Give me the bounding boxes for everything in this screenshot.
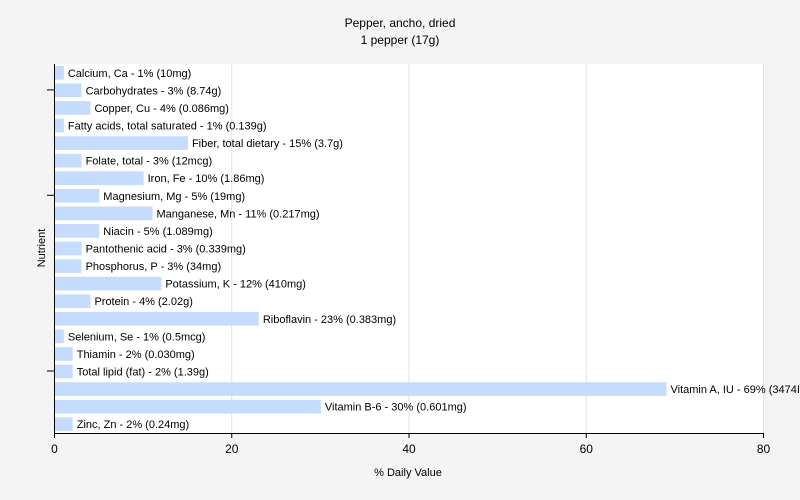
bar-10 — [55, 241, 82, 256]
bar-label-11: Phosphorus, P - 3% (34mg) — [86, 261, 222, 273]
chart-title: Pepper, ancho, dried — [345, 16, 456, 30]
bar-label-13: Protein - 4% (2.02g) — [94, 296, 192, 308]
bar-label-19: Vitamin B-6 - 30% (0.601mg) — [325, 402, 467, 414]
bar-label-4: Fiber, total dietary - 15% (3.7g) — [192, 138, 343, 150]
bar-1 — [55, 83, 82, 98]
bar-18 — [55, 382, 667, 396]
bar-6 — [55, 171, 144, 186]
bar-label-8: Manganese, Mn - 11% (0.217mg) — [156, 208, 319, 220]
bar-label-3: Fatty acids, total saturated - 1% (0.139… — [68, 121, 267, 133]
bar-0 — [55, 65, 64, 80]
bar-label-15: Selenium, Se - 1% (0.5mcg) — [68, 331, 206, 343]
bar-2 — [55, 101, 91, 115]
bar-label-6: Iron, Fe - 10% (1.86mg) — [148, 173, 265, 185]
bar-label-1: Carbohydrates - 3% (8.74g) — [86, 85, 222, 97]
bar-label-10: Pantothenic acid - 3% (0.339mg) — [86, 244, 246, 256]
bar-12 — [55, 276, 162, 291]
bar-15 — [55, 329, 64, 344]
bar-label-18: Vitamin A, IU - 69% (3474IU) — [671, 384, 800, 396]
x-axis-title: % Daily Value — [374, 467, 442, 479]
bar-11 — [55, 259, 82, 273]
bar-9 — [55, 224, 100, 238]
bar-label-20: Zinc, Zn - 2% (0.24mg) — [77, 419, 189, 431]
bar-19 — [55, 399, 321, 414]
bar-14 — [55, 311, 259, 326]
bar-13 — [55, 294, 91, 309]
bar-label-12: Potassium, K - 12% (410mg) — [165, 279, 306, 291]
bar-5 — [55, 153, 82, 168]
bar-16 — [55, 347, 73, 361]
bar-label-0: Calcium, Ca - 1% (10mg) — [68, 68, 191, 80]
bar-label-14: Riboflavin - 23% (0.383mg) — [263, 314, 396, 326]
bar-8 — [55, 206, 153, 221]
x-tick-label-0: 0 — [51, 442, 58, 456]
bar-label-5: Folate, total - 3% (12mcg) — [86, 156, 213, 168]
y-axis-title: Nutrient — [36, 229, 48, 268]
x-tick-label-2: 40 — [402, 442, 416, 456]
bar-label-9: Niacin - 5% (1.089mg) — [103, 226, 212, 238]
bar-7 — [55, 188, 100, 203]
x-tick-label-1: 20 — [225, 442, 239, 456]
plot-area: Calcium, Ca - 1% (10mg) Carbohydrates - 3… — [47, 64, 800, 456]
bar-label-16: Thiamin - 2% (0.030mg) — [77, 349, 195, 361]
bar-label-2: Copper, Cu - 4% (0.086mg) — [94, 103, 229, 115]
bar-label-17: Total lipid (fat) - 2% (1.39g) — [77, 367, 209, 379]
bar-17 — [55, 364, 73, 379]
bar-4 — [55, 136, 188, 150]
x-tick-label-3: 60 — [580, 442, 594, 456]
bar-3 — [55, 118, 64, 133]
x-tick-label-4: 80 — [757, 442, 771, 456]
bar-label-7: Magnesium, Mg - 5% (19mg) — [103, 191, 245, 203]
bar-20 — [55, 417, 73, 432]
chart-subtitle: 1 pepper (17g) — [361, 33, 440, 47]
